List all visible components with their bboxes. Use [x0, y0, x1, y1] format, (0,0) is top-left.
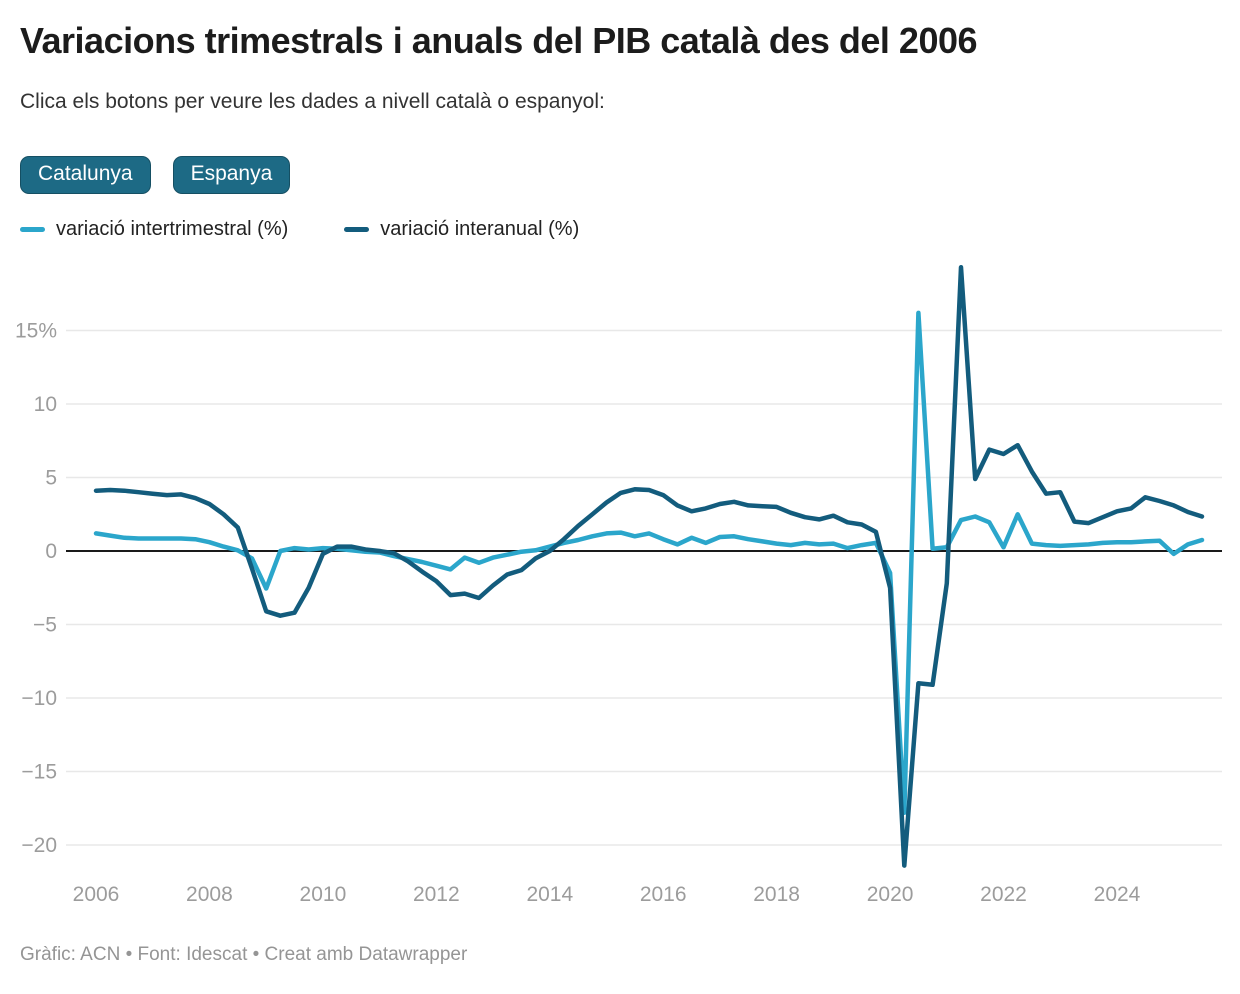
x-tick-label: 2020 [867, 883, 914, 906]
y-tick-label: 0 [45, 540, 57, 563]
legend: variació intertrimestral (%) variació in… [20, 218, 635, 241]
button-espanya[interactable]: Espanya [172, 156, 291, 195]
x-tick-label: 2016 [640, 883, 687, 906]
y-tick-label: −20 [21, 834, 57, 857]
line-intertrimestral [93, 310, 1205, 815]
legend-swatch-intertrimestral-icon [20, 227, 45, 232]
line-interanual [93, 265, 1205, 868]
legend-label-intertrimestral: variació intertrimestral (%) [56, 218, 289, 240]
y-tick-label: −5 [33, 614, 57, 637]
x-tick-label: 2022 [980, 883, 1027, 906]
x-tick-label: 2014 [526, 883, 573, 906]
y-tick-label: 15% [15, 320, 57, 343]
y-tick-label: 5 [45, 467, 57, 490]
x-tick-label: 2008 [186, 883, 233, 906]
button-catalunya[interactable]: Catalunya [20, 156, 151, 195]
x-tick-label: 2018 [753, 883, 800, 906]
page-title: Variacions trimestrals i anuals del PIB … [20, 20, 978, 61]
x-tick-label: 2012 [413, 883, 460, 906]
chart-footer: Gràfic: ACN • Font: Idescat • Creat amb … [20, 944, 468, 965]
y-tick-label: −10 [21, 687, 57, 710]
y-tick-label: −15 [21, 761, 57, 784]
y-tick-label: 10 [34, 393, 57, 416]
x-tick-label: 2010 [300, 883, 347, 906]
x-tick-label: 2024 [1094, 883, 1141, 906]
legend-swatch-interanual-icon [344, 227, 370, 232]
legend-item-interanual: variació interanual (%) [344, 218, 579, 241]
region-toggle-group: Catalunya Espanya [20, 156, 291, 195]
x-tick-label: 2006 [73, 883, 120, 906]
legend-item-intertrimestral: variació intertrimestral (%) [20, 218, 288, 241]
chart-subtitle: Clica els botons per veure les dades a n… [20, 90, 605, 113]
legend-label-interanual: variació interanual (%) [380, 218, 580, 240]
